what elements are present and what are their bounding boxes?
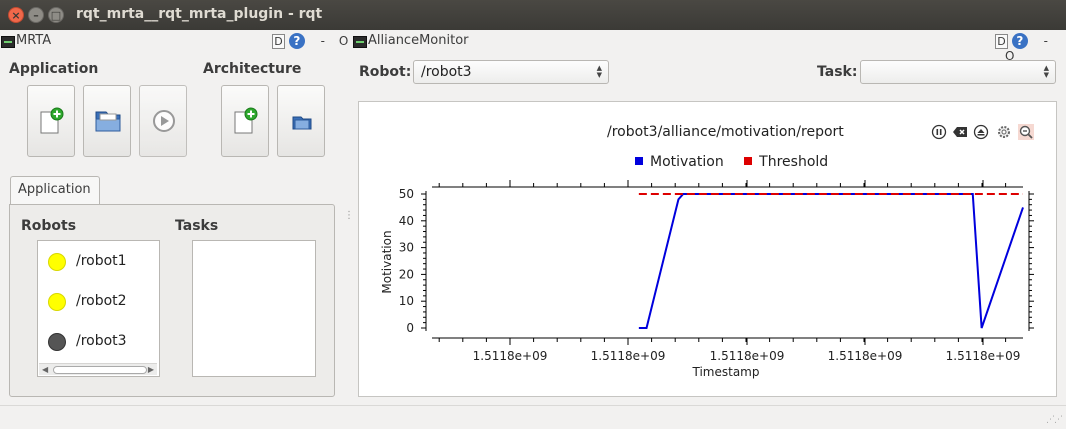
clear-icon[interactable] <box>952 124 968 140</box>
robot-status-icon <box>48 293 66 311</box>
x-tick-label: 1.5118e+09 <box>946 349 1021 363</box>
window-minimize-button[interactable]: – <box>28 7 44 23</box>
mrta-dock-minimize-button[interactable]: - <box>320 34 325 48</box>
tab-application[interactable]: Application <box>10 176 100 205</box>
resize-grip-icon[interactable]: ⋰⋰ <box>1046 415 1063 425</box>
plot-legend: Motivation Threshold <box>635 154 828 170</box>
legend-swatch-threshold <box>744 157 753 165</box>
robot-select[interactable]: /robot3 ▲ ▼ <box>413 60 609 84</box>
rqt-plugin-icon <box>1 36 15 48</box>
y-tick-label: 0 <box>406 321 414 335</box>
architecture-section-label: Architecture <box>203 61 302 77</box>
status-bar: ⋰⋰ <box>0 405 1066 429</box>
motivation-plot[interactable]: 0 10 20 30 40 50 1.5118e+09 1.5118e+09 1.5118e+0… <box>359 102 1056 396</box>
alliance-dock-close-button[interactable]: O <box>1005 49 1015 63</box>
eject-icon[interactable] <box>973 124 989 140</box>
legend-label-threshold: Threshold <box>759 154 829 170</box>
mrta-dock-controls: D ? - O <box>272 33 348 49</box>
open-folder-icon <box>292 116 312 130</box>
alliance-dock-title: AllianceMonitor <box>368 33 469 48</box>
x-tick-label: 1.5118e+09 <box>591 349 666 363</box>
task-select[interactable]: ▲ ▼ <box>860 60 1056 84</box>
y-tick-label: 10 <box>399 294 414 308</box>
robot-name: /robot3 <box>76 333 127 349</box>
robots-label: Robots <box>21 218 77 234</box>
robot-select-value: /robot3 <box>421 64 472 80</box>
tasks-list[interactable] <box>192 240 316 377</box>
alliance-dock-minimize-button[interactable]: - <box>1043 34 1048 48</box>
scrollbar-thumb[interactable] <box>53 366 147 374</box>
new-document-icon <box>234 107 258 134</box>
legend-label-motivation: Motivation <box>650 154 724 170</box>
y-tick-label: 30 <box>399 241 414 255</box>
robot-name: /robot2 <box>76 293 127 309</box>
y-axis-label: Motivation <box>380 230 394 293</box>
x-tick-label: 1.5118e+09 <box>710 349 785 363</box>
scroll-right-icon[interactable]: ▶ <box>147 365 154 374</box>
window-titlebar: × – □ rqt_mrta__rqt_mrta_plugin - rqt <box>0 0 1066 30</box>
updown-arrow-icon: ▲ ▼ <box>1043 64 1049 79</box>
gear-icon[interactable] <box>996 124 1012 140</box>
y-tick-label: 20 <box>399 267 414 281</box>
x-axis-label: Timestamp <box>692 365 760 379</box>
scroll-left-icon[interactable]: ◀ <box>42 365 49 374</box>
window-maximize-button[interactable]: □ <box>48 7 64 23</box>
updown-arrow-icon: ▲ ▼ <box>596 64 602 79</box>
alliance-dock-controls: D ? - O <box>995 33 1066 63</box>
robot-name: /robot1 <box>76 253 127 269</box>
new-application-button[interactable] <box>27 85 75 157</box>
robot-status-icon <box>48 253 66 271</box>
mrta-help-icon[interactable]: ? <box>288 33 305 49</box>
y-tick-label: 40 <box>399 214 414 228</box>
play-icon <box>153 110 175 132</box>
application-section-label: Application <box>9 61 99 77</box>
new-architecture-button[interactable] <box>221 85 269 157</box>
robot-status-icon <box>48 333 66 351</box>
mrta-dock-d-button[interactable]: D <box>272 34 285 49</box>
window-title: rqt_mrta__rqt_mrta_plugin - rqt <box>76 6 323 22</box>
robots-horizontal-scrollbar[interactable]: ◀ ▶ <box>39 363 157 375</box>
robots-list[interactable]: /robot1 /robot2 /robot3 ◀ ▶ <box>37 240 160 377</box>
mrta-dock-header: MRTA D ? - O <box>0 31 350 53</box>
open-application-button[interactable] <box>83 85 131 157</box>
plot-title: /robot3/alliance/motivation/report <box>607 124 844 140</box>
window-close-button[interactable]: × <box>8 7 24 23</box>
series-line-motivation <box>638 193 1024 329</box>
open-architecture-button[interactable] <box>277 85 325 157</box>
open-folder-icon <box>95 111 121 132</box>
run-application-button[interactable] <box>139 85 187 157</box>
splitter-handle[interactable]: ⋮ <box>344 210 354 221</box>
x-tick-label: 1.5118e+09 <box>473 349 548 363</box>
alliance-dock-header: AllianceMonitor D ? - O <box>353 31 1066 63</box>
alliance-help-icon[interactable]: ? <box>1011 33 1028 49</box>
zoom-out-icon[interactable] <box>1018 124 1034 140</box>
y-tick-label: 50 <box>399 187 414 201</box>
new-document-icon <box>40 107 64 134</box>
x-tick-label: 1.5118e+09 <box>828 349 903 363</box>
application-tab-panel: Robots Tasks /robot1 /robot2 /robot3 ◀ ▶ <box>9 204 335 397</box>
plot-frame: /robot3/alliance/motivation/report Motiv… <box>358 101 1057 397</box>
robot-label: Robot: <box>359 64 412 80</box>
task-label: Task: <box>817 64 858 80</box>
tasks-label: Tasks <box>175 218 219 234</box>
pause-icon[interactable] <box>931 124 947 140</box>
alliance-dock-d-button[interactable]: D <box>995 34 1008 49</box>
legend-swatch-motivation <box>635 157 643 165</box>
mrta-dock-close-button[interactable]: O <box>338 34 349 48</box>
rqt-plugin-icon <box>353 36 367 48</box>
mrta-dock-title: MRTA <box>16 33 52 48</box>
